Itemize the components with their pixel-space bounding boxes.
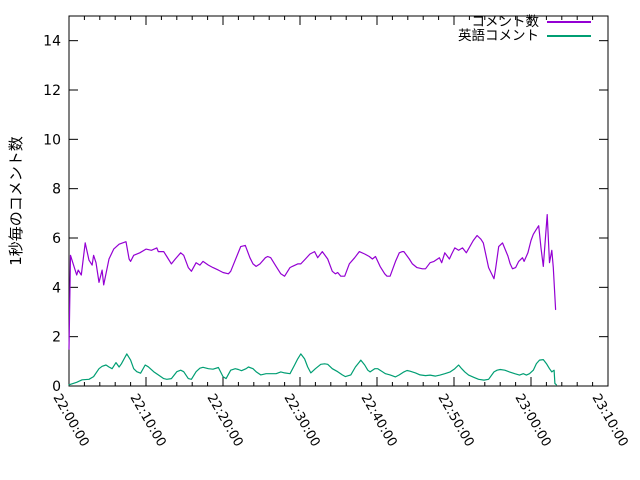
axis-labels: 0 2 4 6 8 10 12 14 22:00:00 22:10:00 22:20:00 22:30… — [43, 34, 631, 450]
x-tick-label: 22:40:00 — [358, 392, 400, 450]
series-line-0 — [68, 214, 557, 350]
legend-item-comments: コメント数 — [458, 15, 591, 29]
legend-line-sample — [547, 35, 591, 37]
legend: コメント数 英語コメント — [458, 15, 591, 43]
x-tick-label: 23:00:00 — [512, 392, 554, 450]
x-tick-label: 22:10:00 — [127, 392, 169, 450]
x-tick-label: 23:10:00 — [589, 392, 631, 450]
y-axis-title: 1秒毎のコメント数 — [7, 136, 25, 266]
y-tick-label: 14 — [43, 34, 61, 50]
y-tick-label: 12 — [43, 83, 61, 99]
plot-border — [68, 15, 609, 387]
y-tick-label: 8 — [52, 182, 61, 198]
x-tick-label: 22:30:00 — [281, 392, 323, 450]
legend-label: 英語コメント — [458, 28, 539, 44]
legend-item-english-comments: 英語コメント — [458, 29, 591, 43]
legend-line-sample — [547, 21, 591, 23]
y-tick-label: 0 — [52, 379, 61, 395]
y-tick-label: 10 — [43, 132, 61, 148]
legend-label: コメント数 — [471, 14, 540, 30]
x-tick-label: 22:00:00 — [50, 392, 92, 450]
y-tick-label: 2 — [52, 330, 61, 346]
series-line-1 — [68, 353, 558, 386]
y-tick-label: 4 — [52, 280, 61, 296]
x-tick-label: 22:20:00 — [204, 392, 246, 450]
axes — [68, 15, 609, 387]
y-tick-label: 6 — [52, 231, 61, 247]
x-tick-label: 22:50:00 — [435, 392, 477, 450]
